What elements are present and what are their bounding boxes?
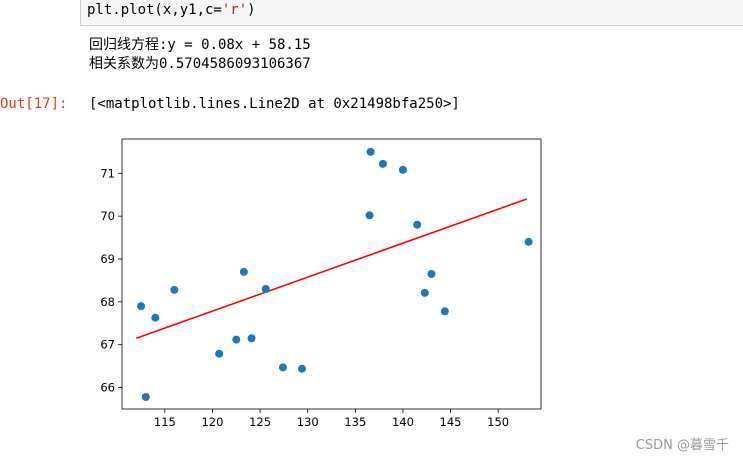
x-tick-label: 120 — [201, 415, 223, 429]
scatter-point — [215, 349, 224, 358]
scatter-point — [151, 313, 160, 322]
y-tick-label: 68 — [100, 295, 115, 309]
code-line[interactable]: plt.plot(x,y1,c='r') — [87, 2, 256, 18]
correlation-coefficient-text: 相关系数为0.5704586093106367 — [89, 56, 311, 72]
regression-equation-text: 回归线方程:y = 0.08x + 58.15 — [89, 37, 311, 53]
scatter-point — [365, 211, 374, 220]
scatter-point — [261, 285, 270, 293]
scatter-point — [247, 334, 256, 343]
stdout-output: 回归线方程:y = 0.08x + 58.15 相关系数为0.5704586093… — [89, 36, 311, 74]
y-tick-label: 69 — [100, 252, 115, 266]
scatter-point — [232, 335, 241, 344]
scatter-point — [398, 165, 407, 174]
x-tick-label: 145 — [440, 415, 462, 429]
scatter-point — [278, 363, 287, 372]
x-tick-label: 125 — [249, 415, 271, 429]
y-tick-label: 70 — [100, 209, 115, 223]
regression-line — [136, 198, 527, 340]
plot-area — [121, 138, 542, 410]
x-tick-label: 150 — [487, 415, 509, 429]
output-repr-text: [<matplotlib.lines.Line2D at 0x21498bfa2… — [89, 96, 460, 112]
code-prefix: plt.plot(x,y1,c= — [87, 2, 222, 18]
scatter-point — [137, 302, 146, 311]
x-tick-label: 135 — [344, 415, 366, 429]
scatter-point — [427, 270, 436, 278]
scatter-point — [239, 267, 248, 276]
scatter-point — [524, 237, 533, 246]
y-tick-label: 67 — [100, 338, 115, 352]
code-cell[interactable]: plt.plot(x,y1,c='r') — [80, 0, 743, 26]
x-tick-label: 130 — [297, 415, 319, 429]
code-string-literal: 'r' — [221, 2, 248, 18]
watermark-text: CSDN @暮雪千 — [635, 438, 729, 453]
x-tick-label: 140 — [392, 415, 414, 429]
code-suffix: ) — [247, 2, 256, 18]
y-tick-label: 71 — [100, 166, 115, 180]
scatter-point — [413, 220, 422, 229]
x-tick-label: 115 — [154, 415, 176, 429]
scatter-point — [440, 307, 449, 316]
scatter-point — [378, 159, 387, 168]
y-tick-label: 66 — [100, 381, 115, 395]
scatter-point — [141, 393, 150, 401]
scatter-point — [297, 364, 306, 373]
scatter-point — [366, 147, 375, 156]
scatter-point — [420, 288, 429, 297]
output-prompt: Out[17]: — [0, 96, 68, 112]
scatter-point — [170, 285, 179, 294]
